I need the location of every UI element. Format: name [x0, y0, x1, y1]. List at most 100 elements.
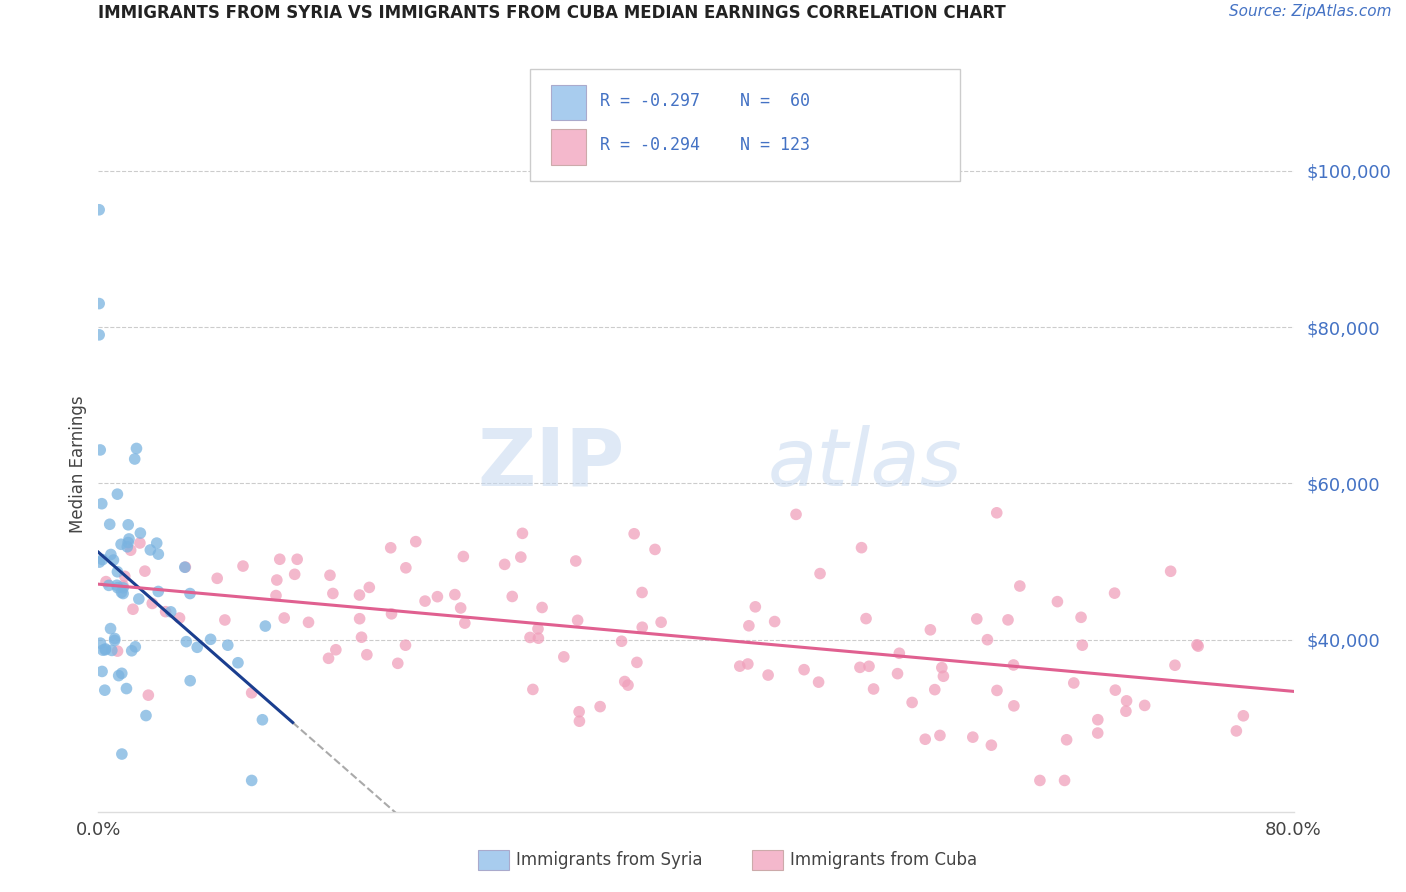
Point — [862, 681, 884, 696]
Point — [553, 649, 575, 664]
Point — [426, 590, 449, 604]
Point — [148, 584, 170, 599]
Point — [112, 581, 135, 595]
Point — [1115, 694, 1137, 708]
Point — [395, 561, 418, 575]
Point — [631, 585, 654, 599]
Point — [118, 532, 141, 546]
Point — [179, 586, 201, 600]
Point — [567, 613, 589, 627]
Point — [240, 686, 263, 700]
Text: ZIP: ZIP — [477, 425, 624, 503]
Point — [128, 591, 150, 606]
Point — [807, 675, 830, 690]
Point — [1070, 610, 1092, 624]
Point — [1160, 564, 1182, 578]
Point — [200, 632, 222, 647]
Point — [124, 640, 146, 654]
Point — [139, 543, 162, 558]
Point — [1104, 586, 1126, 600]
Point — [932, 669, 955, 683]
Point — [1087, 713, 1109, 727]
Text: Immigrants from Syria: Immigrants from Syria — [516, 851, 703, 869]
Point — [173, 560, 195, 574]
Point — [186, 640, 208, 655]
Point — [1164, 658, 1187, 673]
Point — [89, 327, 111, 342]
Point — [509, 550, 531, 565]
Point — [217, 638, 239, 652]
Point — [120, 543, 142, 558]
Point — [650, 615, 672, 630]
Point — [738, 619, 761, 633]
Point — [125, 442, 148, 456]
Point — [413, 594, 436, 608]
Point — [112, 579, 135, 593]
Point — [318, 651, 340, 665]
Point — [527, 631, 550, 645]
Point — [129, 526, 152, 541]
Point — [205, 571, 228, 585]
Point — [159, 605, 181, 619]
Point — [117, 540, 139, 554]
Point — [924, 682, 946, 697]
Point — [94, 642, 117, 657]
Point — [851, 541, 873, 555]
Point — [808, 566, 831, 581]
Point — [101, 643, 124, 657]
Point — [226, 656, 249, 670]
Point — [97, 578, 120, 592]
Point — [763, 615, 786, 629]
Point — [176, 634, 198, 648]
Point — [931, 660, 953, 674]
Point — [997, 613, 1019, 627]
Point — [728, 659, 751, 673]
Text: atlas: atlas — [768, 425, 963, 503]
Point — [94, 683, 117, 698]
Point — [568, 705, 591, 719]
Point — [501, 590, 523, 604]
Point — [1115, 704, 1137, 718]
Point — [1063, 676, 1085, 690]
Point — [232, 559, 254, 574]
Point — [89, 636, 111, 650]
Point — [100, 548, 122, 562]
Point — [380, 607, 402, 621]
Point — [117, 517, 139, 532]
Point — [1225, 723, 1247, 738]
Text: Source: ZipAtlas.com: Source: ZipAtlas.com — [1229, 4, 1392, 20]
Point — [889, 646, 911, 660]
Point — [1053, 773, 1076, 788]
Point — [114, 569, 136, 583]
Text: IMMIGRANTS FROM SYRIA VS IMMIGRANTS FROM CUBA MEDIAN EARNINGS CORRELATION CHART: IMMIGRANTS FROM SYRIA VS IMMIGRANTS FROM… — [98, 4, 1007, 22]
Point — [793, 663, 815, 677]
Point — [494, 558, 516, 572]
Point — [1046, 594, 1069, 608]
Point — [394, 638, 416, 652]
Point — [980, 738, 1002, 752]
Point — [107, 668, 129, 682]
Point — [319, 568, 342, 582]
Point — [145, 536, 167, 550]
Point — [89, 442, 111, 457]
Point — [986, 506, 1008, 520]
Point — [920, 623, 942, 637]
Point — [285, 552, 308, 566]
Point — [886, 666, 908, 681]
Point — [1232, 708, 1254, 723]
Point — [512, 526, 534, 541]
Point — [322, 586, 344, 600]
Point — [135, 708, 157, 723]
Point — [89, 555, 111, 569]
Point — [104, 633, 127, 648]
Point — [124, 452, 146, 467]
Point — [901, 696, 924, 710]
Point — [350, 630, 373, 644]
Point — [104, 632, 127, 646]
Point — [141, 596, 163, 610]
Point — [266, 573, 288, 587]
Point — [112, 586, 135, 600]
Point — [110, 585, 132, 599]
Point — [405, 534, 427, 549]
Point — [134, 564, 156, 578]
